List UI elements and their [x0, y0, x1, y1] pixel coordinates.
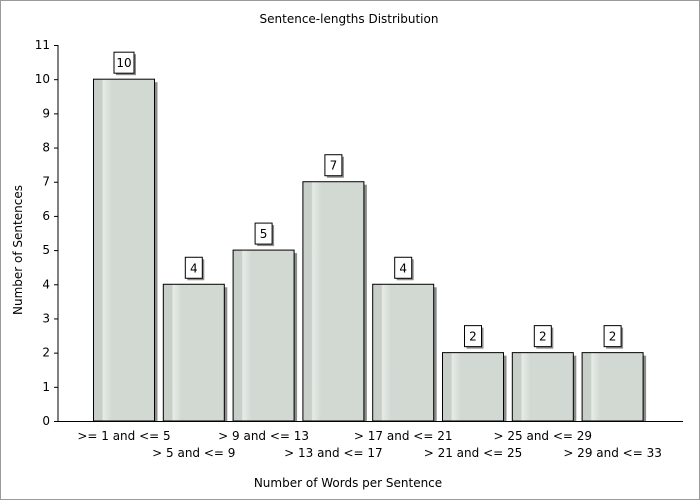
x-tick-label: > 9 and <= 13: [218, 429, 309, 443]
bar: [302, 181, 365, 422]
y-tick-label: 2: [42, 346, 50, 360]
data-label: 7: [330, 159, 338, 173]
y-tick-label: 8: [42, 141, 50, 155]
x-tick-label: > 21 and <= 25: [424, 446, 523, 460]
data-label: 5: [260, 227, 268, 241]
data-label-box: [254, 222, 273, 245]
y-tick-label: 9: [42, 106, 50, 120]
y-ticks: 0 1 2 3 4 5 6 7 8 9 10 11: [35, 38, 58, 428]
bars: 10 4 5 7 4 2 2 2: [93, 51, 647, 422]
bar: [581, 352, 644, 422]
chart-title: Sentence-lengths Distribution: [260, 12, 439, 26]
x-tick-label: > 29 and <= 33: [563, 446, 662, 460]
x-tick-label: > 5 and <= 9: [152, 446, 235, 460]
y-tick-label: 7: [42, 175, 50, 189]
x-tick-label: > 17 and <= 21: [354, 429, 453, 443]
data-label: 2: [469, 330, 477, 344]
x-tick-label: >= 1 and <= 5: [77, 429, 170, 443]
y-tick-label: 10: [35, 72, 50, 86]
data-label-box: [113, 51, 135, 74]
bar: [162, 283, 225, 422]
data-label-box: [324, 154, 343, 177]
y-tick-label: 4: [42, 277, 50, 291]
bar: [442, 352, 504, 422]
bar: [232, 249, 295, 422]
x-tick-label: > 25 and <= 29: [494, 429, 593, 443]
data-label: 2: [539, 330, 547, 344]
y-tick-label: 0: [42, 414, 50, 428]
data-label: 4: [190, 261, 198, 275]
x-tick-label: > 13 and <= 17: [284, 446, 383, 460]
y-axis-title: Number of Sentences: [11, 185, 25, 315]
data-label-box: [603, 325, 622, 348]
data-label-box: [533, 325, 552, 348]
bar: [511, 352, 574, 422]
data-label-box: [394, 256, 413, 279]
axes: [57, 45, 683, 422]
y-tick-label: 11: [35, 38, 50, 52]
x-tick-labels: >= 1 and <= 5 > 5 and <= 9 > 9 and <= 13 > …: [77, 429, 662, 460]
data-label-box: [184, 256, 203, 279]
data-label-box: [464, 325, 482, 348]
y-tick-label: 6: [42, 209, 50, 223]
x-axis-title: Number of Words per Sentence: [254, 476, 442, 490]
data-label: 4: [399, 261, 407, 275]
y-tick-label: 1: [42, 380, 50, 394]
bar: [372, 283, 435, 422]
y-tick-label: 5: [42, 243, 50, 257]
bar: [93, 78, 155, 422]
data-label: 10: [116, 56, 131, 70]
y-tick-label: 3: [42, 311, 50, 325]
data-label: 2: [609, 330, 617, 344]
